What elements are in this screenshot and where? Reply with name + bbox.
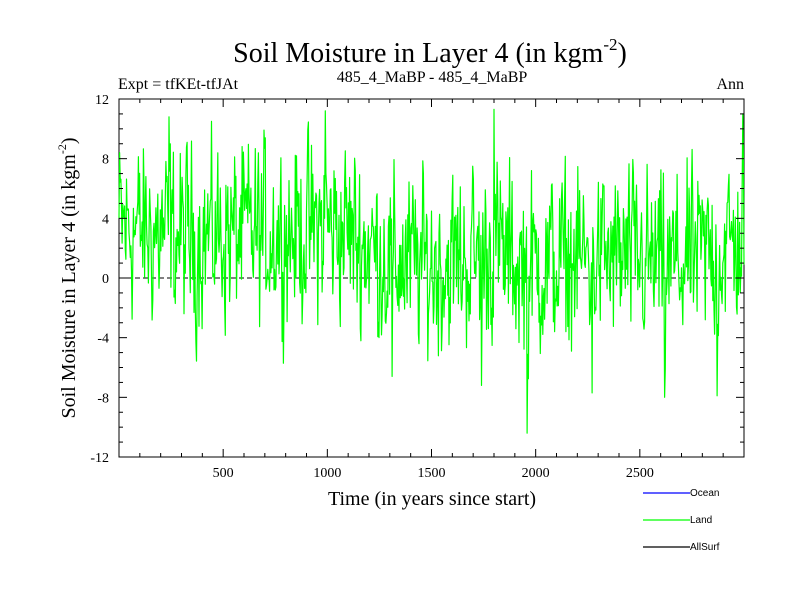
x-axis-label: Time (in years since start) (328, 488, 536, 510)
y-axis-label: Soil Moisture in Layer 4 (in kgm-2) (55, 137, 80, 418)
x-tick-label: 1500 (418, 466, 446, 481)
legend-label-ocean: Ocean (690, 488, 719, 499)
x-tick-label: 2500 (626, 466, 654, 481)
y-axis-label-text: Soil Moisture in Layer 4 (in kgm (58, 154, 80, 419)
y-tick-label: -4 (97, 332, 109, 347)
y-axis-label-superscript: -2 (55, 144, 69, 154)
chart-title-text: Soil Moisture in Layer 4 (in kgm (233, 38, 603, 69)
plot-content (118, 108, 745, 434)
experiment-label: Expt = tfKEt-tfJAt (118, 76, 239, 93)
y-axis-label-close: ) (58, 137, 80, 144)
x-tick-label: 1000 (313, 466, 341, 481)
series-line-land (118, 108, 745, 434)
y-tick-label: -12 (90, 451, 109, 466)
x-tick-label: 2000 (522, 466, 550, 481)
y-tick-label: 12 (95, 93, 109, 108)
chart-title-close: ) (618, 38, 627, 69)
y-tick-label: 8 (102, 153, 109, 168)
axis-ticks: 500 1000 1500 2000 2500 -12 -8 -4 0 4 8 12 (90, 93, 744, 481)
chart-title-superscript: -2 (603, 35, 617, 54)
legend-label-land: Land (690, 515, 712, 526)
legend: Ocean Land AllSurf (643, 488, 720, 553)
y-tick-label: -8 (97, 391, 109, 406)
x-tick-label: 500 (213, 466, 234, 481)
chart-title: Soil Moisture in Layer 4 (in kgm-2) (233, 35, 627, 69)
period-label: 485_4_MaBP - 485_4_MaBP (337, 69, 528, 86)
y-tick-label: 0 (102, 272, 109, 287)
legend-label-allsurf: AllSurf (690, 542, 720, 553)
season-label: Ann (716, 76, 744, 93)
y-tick-label: 4 (102, 212, 109, 227)
